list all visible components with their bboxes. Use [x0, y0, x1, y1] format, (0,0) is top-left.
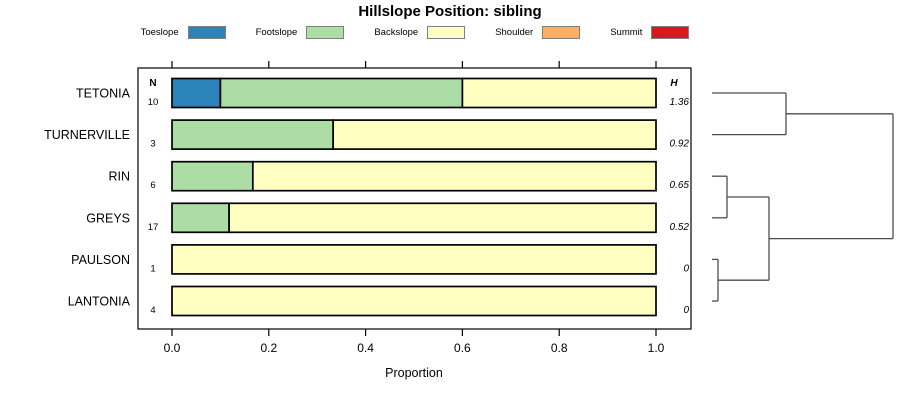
row-label: TETONIA	[76, 87, 131, 101]
x-axis-tick-label: 0.6	[454, 341, 471, 355]
x-axis-tick-label: 0.0	[164, 341, 181, 355]
bar-segment-footslope	[171, 202, 230, 234]
bar-segment-backslope	[332, 119, 657, 150]
plot-border	[137, 67, 692, 330]
row-label: PAULSON	[71, 253, 130, 267]
bar-segment-footslope	[171, 119, 335, 150]
bar-segment-toeslope	[171, 77, 222, 109]
legend-swatch-footslope	[306, 26, 345, 39]
bar-row-lantonia: LANTONIA 4 0	[68, 285, 689, 317]
x-axis-tick-label: 0.2	[260, 341, 277, 355]
legend-label: Shoulder	[495, 27, 534, 38]
n-value: 10	[148, 97, 159, 108]
legend-swatch-backslope	[427, 26, 466, 39]
legend: Toeslope Footslope Backslope Shoulder Summit	[0, 26, 830, 39]
n-value: 6	[150, 180, 155, 191]
bar-row-paulson: PAULSON 1 0	[71, 244, 689, 275]
legend-item-shoulder: Shoulder	[495, 26, 581, 39]
h-value: 0	[683, 263, 689, 274]
legend-label: Footslope	[255, 27, 298, 38]
bar-segment-backslope	[461, 77, 657, 109]
legend-label: Backslope	[374, 27, 419, 38]
bar-segment-backslope	[171, 244, 657, 275]
bar-row-rin: RIN 6 0.65	[108, 160, 690, 192]
h-value: 0.52	[670, 222, 690, 233]
h-value: 1.36	[670, 97, 690, 108]
legend-swatch-summit	[651, 26, 690, 39]
legend-item-summit: Summit	[610, 26, 690, 39]
n-column-header: N	[149, 78, 156, 89]
n-value: 17	[148, 222, 159, 233]
n-value: 3	[150, 139, 155, 150]
legend-swatch-shoulder	[542, 26, 581, 39]
legend-item-footslope: Footslope	[256, 26, 345, 39]
legend-item-backslope: Backslope	[374, 26, 466, 39]
legend-label: Toeslope	[140, 27, 179, 38]
row-label: TURNERVILLE	[44, 128, 130, 142]
chart-title: Hillslope Position: sibling	[358, 3, 542, 20]
bar-segment-footslope	[219, 77, 464, 109]
bar-row-turnerville: TURNERVILLE 3 0.92	[44, 119, 690, 150]
legend-item-toeslope: Toeslope	[141, 26, 226, 39]
legend-swatch-toeslope	[187, 26, 226, 39]
x-axis-title: Proportion	[385, 366, 443, 380]
row-label: GREYS	[86, 211, 130, 225]
bar-segment-backslope	[228, 202, 657, 234]
x-axis-tick-label: 0.8	[551, 341, 568, 355]
bar-segment-backslope	[251, 160, 657, 192]
bar-segment-backslope	[171, 285, 657, 317]
n-value: 4	[150, 305, 155, 316]
x-axis-tick-label: 0.4	[357, 341, 374, 355]
h-value: 0.92	[670, 139, 690, 150]
bar-row-tetonia: TETONIA 10 1.36	[76, 77, 690, 109]
h-value: 0.65	[670, 180, 690, 191]
bar-row-greys: GREYS 17 0.52	[86, 202, 690, 234]
h-value: 0	[683, 305, 689, 316]
bar-segment-footslope	[171, 160, 254, 192]
row-label: RIN	[108, 170, 130, 184]
h-column-header: H	[670, 78, 678, 89]
dendrogram	[712, 92, 894, 302]
row-label: LANTONIA	[68, 295, 131, 309]
n-value: 1	[150, 263, 155, 274]
legend-label: Summit	[610, 27, 643, 38]
x-axis-tick-label: 1.0	[648, 341, 665, 355]
